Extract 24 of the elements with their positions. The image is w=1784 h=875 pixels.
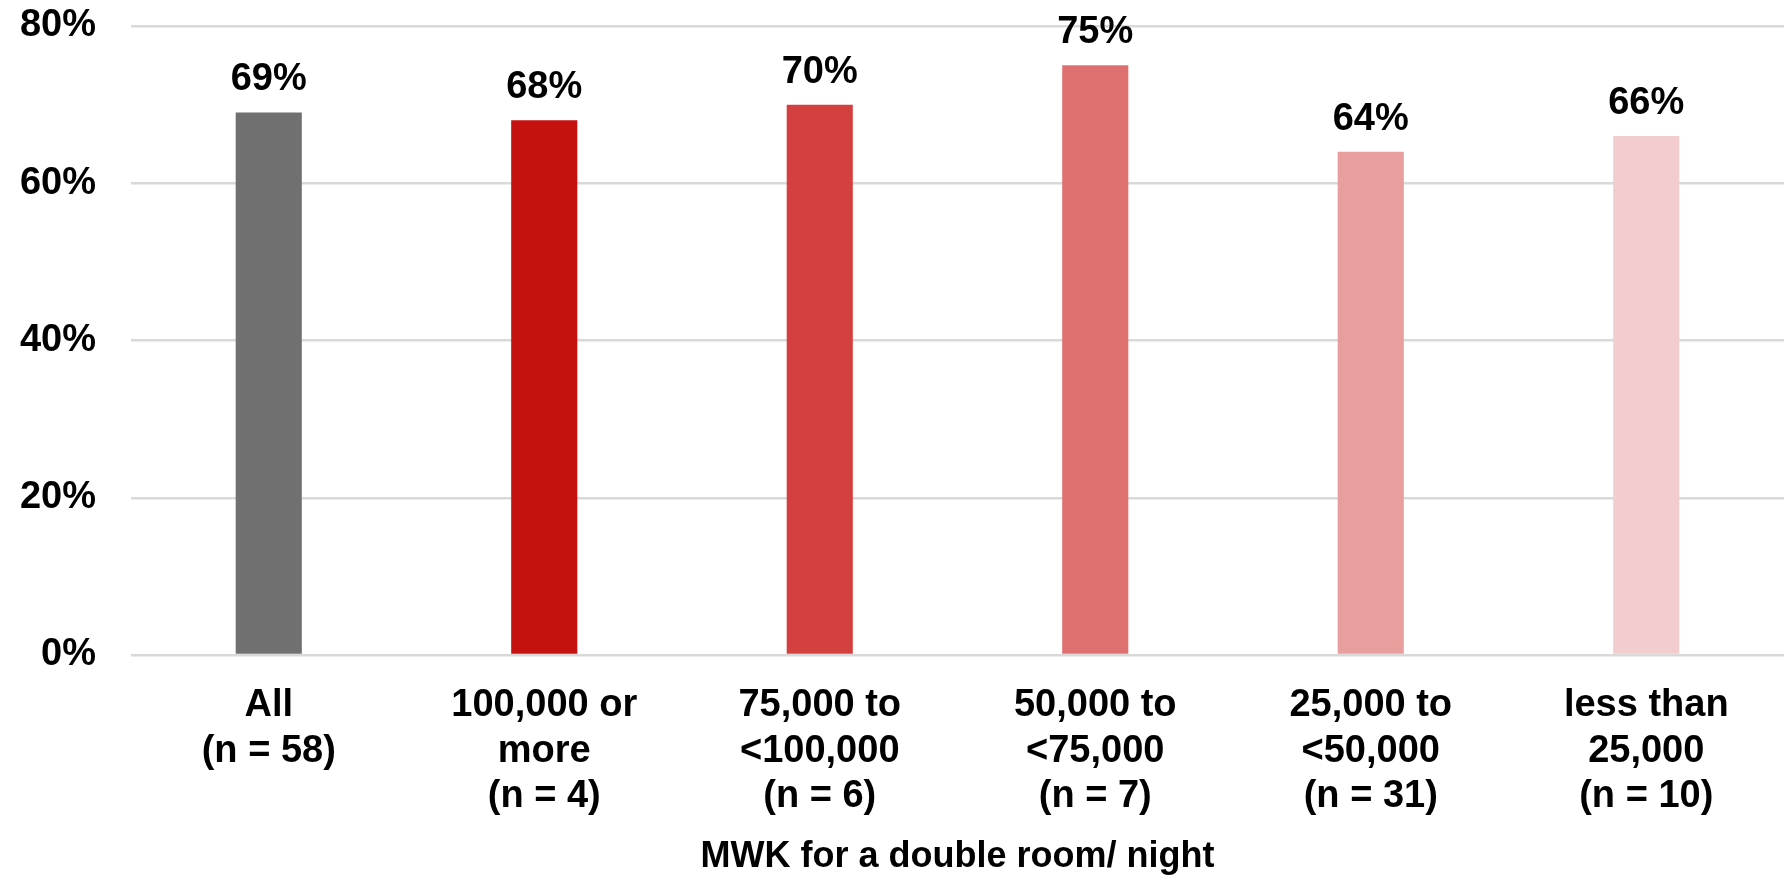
y-tick-label: 20% xyxy=(19,474,96,517)
x-tick-label: less than 25,000 (n = 10) xyxy=(1563,682,1729,816)
x-tick-label: 100,000 or more (n = 4) xyxy=(451,682,638,816)
y-tick-label: 40% xyxy=(19,316,96,359)
x-tick-label: 25,000 to <50,000 (n = 31) xyxy=(1289,682,1453,816)
x-tick-label: 75,000 to <100,000 (n = 6) xyxy=(738,682,902,816)
bar xyxy=(1337,151,1404,654)
bar xyxy=(1613,136,1680,654)
x-axis-title: MWK for a double room/ night xyxy=(700,833,1215,875)
x-tick-label: 50,000 to <75,000 (n = 7) xyxy=(1013,682,1177,816)
data-label: 64% xyxy=(1332,95,1409,138)
data-label: 68% xyxy=(506,64,583,107)
y-tick-label: 80% xyxy=(19,2,96,45)
data-label: 75% xyxy=(1057,9,1134,52)
bar xyxy=(511,120,578,654)
y-tick-label: 0% xyxy=(41,631,96,674)
data-label: 70% xyxy=(781,48,858,91)
bar xyxy=(235,112,302,654)
bar xyxy=(1062,65,1129,654)
y-tick-label: 60% xyxy=(19,159,96,202)
bar xyxy=(786,104,853,654)
data-label: 66% xyxy=(1608,80,1685,123)
x-tick-label: All (n = 58) xyxy=(201,682,336,770)
data-label: 69% xyxy=(230,56,307,99)
